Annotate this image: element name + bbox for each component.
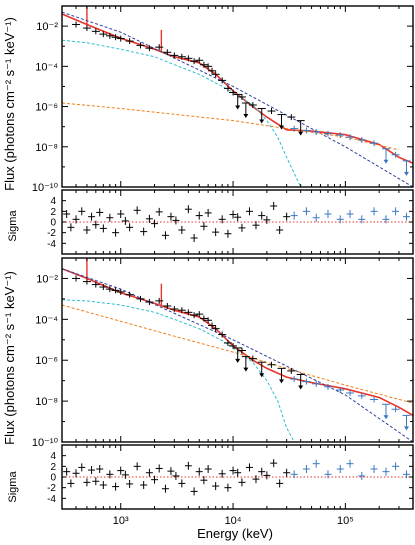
flux-tick-label: 10⁻¹⁰ [32,437,59,449]
x-axis-label: Energy (keV) [197,526,273,541]
energy-tick-label: 10⁵ [337,515,354,527]
sigma-tick-label: 4 [50,451,56,462]
cyan-model-component-line [62,39,302,187]
flux-tick-label: 10⁻⁴ [35,61,58,73]
sigma-tick-label: -2 [47,483,56,494]
sigma-tick-label: 0 [50,218,56,229]
total-model-line [62,267,413,417]
flux-axis-label-bottom: Flux (photons cm⁻² s⁻¹ keV⁻¹) [2,271,17,445]
panel-bottom: 10⁻² 10⁻⁴ 10⁻⁶ 10⁻⁸ 10⁻¹⁰ 420-2-4 [32,257,414,510]
upper-limit-arrowhead [243,114,249,119]
upper-limit-arrowhead [298,131,304,136]
orange-model-component-line [62,304,413,404]
upper-limit-arrowhead [279,125,285,130]
upper-limit-arrowhead [298,385,304,390]
residual-plot-area-top [62,202,413,242]
blue-model-component-line [62,268,413,442]
cyan-model-component-line [62,299,295,442]
sigma-tick-label: -4 [47,239,56,250]
upper-limit-arrowhead [235,105,241,110]
upper-limit-arrowhead [259,119,265,124]
upper-limit-arrowhead [383,159,389,164]
upper-limit-arrowhead [279,379,285,384]
upper-limit-arrowhead [243,367,249,372]
flux-axis-label-top: Flux (photons cm⁻² s⁻¹ keV⁻¹) [2,17,17,191]
energy-tick-label: 10³ [113,515,129,527]
sigma-tick-label: 2 [50,207,56,218]
panel-top: 10⁻² 10⁻⁴ 10⁻⁶ 10⁻⁸ 10⁻¹⁰ 420-2-4 [32,5,414,255]
chart-panels: 10⁻²10⁻⁴10⁻⁶10⁻⁸10⁻¹⁰420-2-410⁻²10⁻⁴10⁻⁶… [32,5,414,527]
sigma-tick-label: 2 [50,462,56,473]
flux-tick-label: 10⁻² [36,21,58,33]
flux-plot-area-top [62,6,413,187]
sigma-tick-label: -2 [47,228,56,239]
upper-limit-arrowhead [259,373,265,378]
blue-model-component-line [62,11,413,187]
energy-tick-label: 10⁴ [225,515,242,527]
upper-limit-arrowhead [383,415,389,420]
sigma-axis-label-bottom: Sigma [7,471,19,503]
flux-tick-label: 10⁻⁶ [35,102,58,114]
sigma-axis-label-top: Sigma [7,210,19,242]
sigma-tick-label: 0 [50,473,56,484]
upper-limit-arrowhead [403,171,409,176]
flux-tick-label: 10⁻¹⁰ [32,182,59,194]
flux-tick-label: 10⁻⁸ [35,396,58,408]
flux-panel-frame-top [61,5,414,188]
flux-tick-label: 10⁻⁴ [35,314,58,326]
flux-tick-label: 10⁻² [36,273,58,285]
residual-plot-area-bottom [62,459,413,496]
upper-limit-arrowhead [403,426,409,431]
flux-tick-label: 10⁻⁶ [35,355,58,367]
flux-plot-area-bottom [62,258,413,442]
sigma-tick-label: -4 [47,494,56,505]
orange-model-component-line [62,102,400,151]
flux-tick-label: 10⁻⁸ [35,142,58,154]
flux-panel-frame-bottom [61,257,414,443]
sigma-tick-label: 4 [50,196,56,207]
upper-limit-arrowhead [235,358,241,363]
